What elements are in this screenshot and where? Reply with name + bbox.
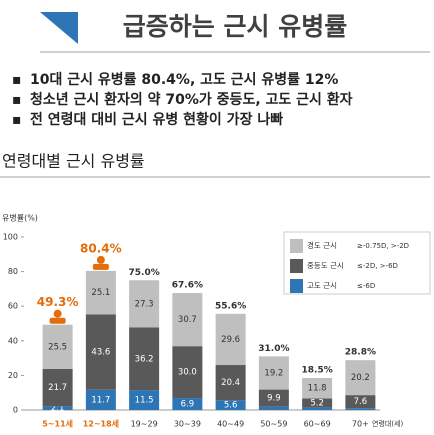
icon [96, 255, 105, 264]
legend-criterion: ≤-6D [357, 282, 375, 290]
legend-swatch [290, 279, 303, 293]
value-label: 11.5 [135, 396, 154, 406]
bullet: ▪ [12, 72, 22, 88]
value-label: 19.2 [264, 368, 283, 378]
value-label: 30.0 [178, 368, 197, 378]
total-label: 18.5% [302, 365, 333, 375]
bullet-text: 10대 근시 유병률 80.4%, 고도 근시 유병률 12% [30, 71, 338, 88]
total-label: 80.4% [80, 241, 122, 255]
y-tick-label: 20 [8, 371, 18, 380]
legend-box [283, 231, 431, 295]
total-label: 31.0% [258, 344, 289, 354]
bar-segment [345, 408, 376, 410]
value-label: 25.5 [48, 342, 67, 352]
value-label: 30.7 [178, 315, 197, 325]
value-label: 36.2 [135, 354, 154, 364]
value-label: 20.2 [351, 373, 370, 383]
bar-segment [258, 389, 289, 407]
value-label: 27.3 [135, 299, 154, 309]
bar-segment [129, 327, 160, 391]
value-label: 9.9 [267, 394, 281, 404]
value-label: 29.6 [221, 335, 240, 345]
y-axis-label: 유병률(%) [2, 214, 38, 223]
bullet: ▪ [12, 92, 22, 108]
value-label: 7.6 [354, 397, 368, 407]
x-axis-label: 연령대(세) [372, 419, 403, 428]
icon [92, 263, 109, 270]
y-tick-label: 40 [8, 336, 18, 345]
bar-segment [129, 280, 160, 328]
y-tick-label: 60 [8, 302, 18, 311]
value-label: 11.7 [91, 395, 110, 405]
total-label: 67.6% [172, 281, 203, 291]
x-tick-label: 19~29 [131, 420, 158, 429]
x-tick-label: 40~49 [217, 420, 244, 429]
bar-segment [85, 389, 116, 410]
x-tick-label: 50~59 [260, 420, 287, 429]
x-tick-label: 5~11세 [42, 419, 73, 429]
bar-segment [302, 407, 333, 410]
bullet-text: 전 연령대 대비 근시 유병 현황이 가장 나빠 [30, 111, 283, 128]
value-label: 43.6 [91, 348, 110, 358]
x-tick-label: 30~39 [174, 420, 201, 429]
bar-segment [172, 346, 203, 399]
legend-criterion: ≥-0.75D, >-2D [357, 242, 409, 250]
legend-criterion: ≤-2D, >-6D [357, 262, 398, 270]
bar-segment [42, 368, 73, 407]
bar-segment [302, 398, 333, 408]
y-tick-label: 100 [3, 233, 18, 242]
y-tick-label: 0 [13, 406, 18, 415]
bar-segment [85, 314, 116, 390]
bar-segment [42, 324, 73, 369]
legend-label: 경도 근시 [307, 240, 337, 250]
value-label: 5.6 [224, 401, 238, 411]
legend-swatch [290, 259, 303, 273]
value-label: 2.1 [51, 404, 65, 414]
bar-segment [345, 360, 376, 396]
bullet: ▪ [12, 112, 22, 128]
x-tick-label: 70+ [352, 420, 369, 429]
chart-title: 연령대별 근시 유병률 [2, 152, 145, 171]
title-icon [40, 12, 78, 44]
bar-segment [345, 395, 376, 409]
x-tick-label: 60~69 [304, 420, 331, 429]
bar-segment [172, 293, 203, 347]
bar-segment [215, 400, 246, 410]
bar-segment [129, 390, 160, 410]
page-title: 급증하는 근시 유병률 [123, 12, 347, 41]
value-label: 20.4 [221, 378, 240, 388]
icon [53, 309, 62, 318]
bar-segment [85, 270, 116, 315]
bar-segment [172, 398, 203, 410]
bar-segment [258, 356, 289, 390]
total-label: 75.0% [129, 268, 160, 278]
icon [49, 317, 66, 324]
x-tick-label: 12~18세 [83, 419, 119, 429]
bar-segment [302, 377, 333, 399]
legend-label: 고도 근시 [307, 281, 337, 290]
total-label: 49.3% [37, 295, 79, 309]
value-label: 11.8 [308, 384, 327, 394]
bar-segment [215, 365, 246, 401]
bullet-text: 청소년 근시 환자의 약 70%가 중등도, 고도 근시 환자 [30, 91, 353, 108]
bar-segment [215, 313, 246, 366]
legend-label: 중등도 근시 [307, 261, 344, 270]
total-label: 55.6% [215, 301, 246, 311]
value-label: 5.2 [310, 398, 324, 408]
total-label: 28.8% [345, 348, 376, 358]
value-label: 21.7 [48, 383, 67, 393]
y-tick-label: 80 [8, 267, 18, 276]
value-label: 6.9 [181, 400, 195, 410]
bar-segment [42, 406, 73, 410]
value-label: 25.1 [91, 288, 110, 298]
legend-swatch [290, 239, 303, 253]
bar-segment [258, 406, 289, 410]
